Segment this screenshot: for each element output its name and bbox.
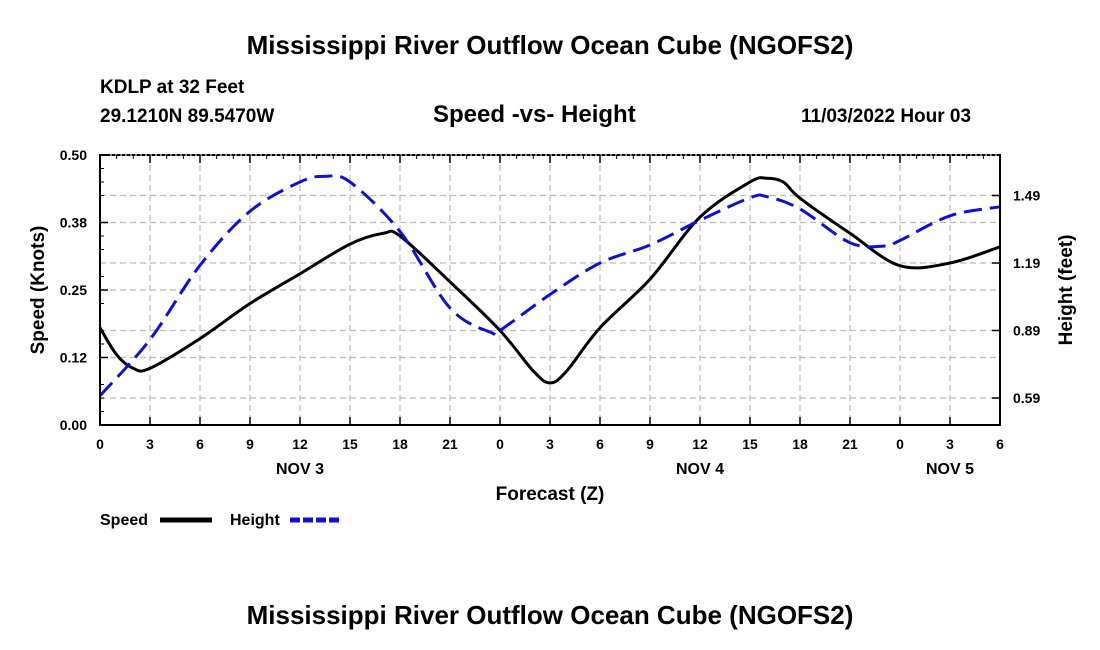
x-tick-label: 18 <box>392 436 408 452</box>
x-tick-label: 21 <box>842 436 858 452</box>
x-tick-label: 0 <box>96 436 104 452</box>
x-tick-label: 0 <box>896 436 904 452</box>
grid-lines <box>100 155 1000 425</box>
chart-subtitle: Speed -vs- Height <box>433 101 636 128</box>
y-axis-label: Speed (Knots) <box>28 226 49 355</box>
x-tick-label: 18 <box>792 436 808 452</box>
y-tick-label: 0.50 <box>60 147 87 163</box>
footer-title: Mississippi River Outflow Ocean Cube (NG… <box>246 600 854 630</box>
x-axis-label: Forecast (Z) <box>496 484 605 505</box>
series-line-speed <box>98 176 1001 385</box>
x-tick-label: 9 <box>246 436 254 452</box>
chart-title: Mississippi River Outflow Ocean Cube (NG… <box>246 30 854 60</box>
day-label: NOV 4 <box>676 461 724 478</box>
forecast-datetime: 11/03/2022 Hour 03 <box>801 106 972 127</box>
y-tick-label: 0.12 <box>60 350 87 366</box>
x-tick-label: 12 <box>692 436 708 452</box>
station-coords: 29.1210N 89.5470W <box>100 106 275 127</box>
x-tick-label: 21 <box>442 436 458 452</box>
y2-tick-label: 1.49 <box>1013 188 1040 204</box>
x-tick-label: 3 <box>946 436 954 452</box>
axes: 0 3 6 9 12 15 18 21 0 3 6 9 12 15 18 21 0 3 6 0.00 0.12 0.25 0… <box>60 147 1041 478</box>
x-tick-label: 0 <box>496 436 504 452</box>
y2-axis-label: Height (feet) <box>1056 235 1077 346</box>
y2-tick-label: 0.59 <box>1013 390 1040 406</box>
y-tick-label: 0.00 <box>60 417 87 433</box>
x-tick-label: 6 <box>196 436 204 452</box>
y-tick-label: 0.38 <box>60 215 87 231</box>
x-tick-label: 9 <box>646 436 654 452</box>
legend-speed-label: Speed <box>100 512 148 529</box>
x-tick-label: 3 <box>146 436 154 452</box>
x-tick-label: 6 <box>596 436 604 452</box>
x-tick-label: 15 <box>342 436 358 452</box>
x-tick-label: 15 <box>742 436 758 452</box>
x-tick-label: 3 <box>546 436 554 452</box>
day-label: NOV 5 <box>926 461 974 478</box>
x-tick-label: 12 <box>292 436 308 452</box>
legend-height-label: Height <box>230 512 280 529</box>
station-label: KDLP at 32 Feet <box>100 77 245 98</box>
y2-tick-label: 1.19 <box>1013 255 1040 271</box>
series-layer <box>98 174 1001 397</box>
x-tick-label: 6 <box>996 436 1004 452</box>
day-label: NOV 3 <box>276 461 324 478</box>
y2-tick-label: 0.89 <box>1013 323 1040 339</box>
y-tick-label: 0.25 <box>60 282 87 298</box>
series-line-height <box>98 174 1001 397</box>
